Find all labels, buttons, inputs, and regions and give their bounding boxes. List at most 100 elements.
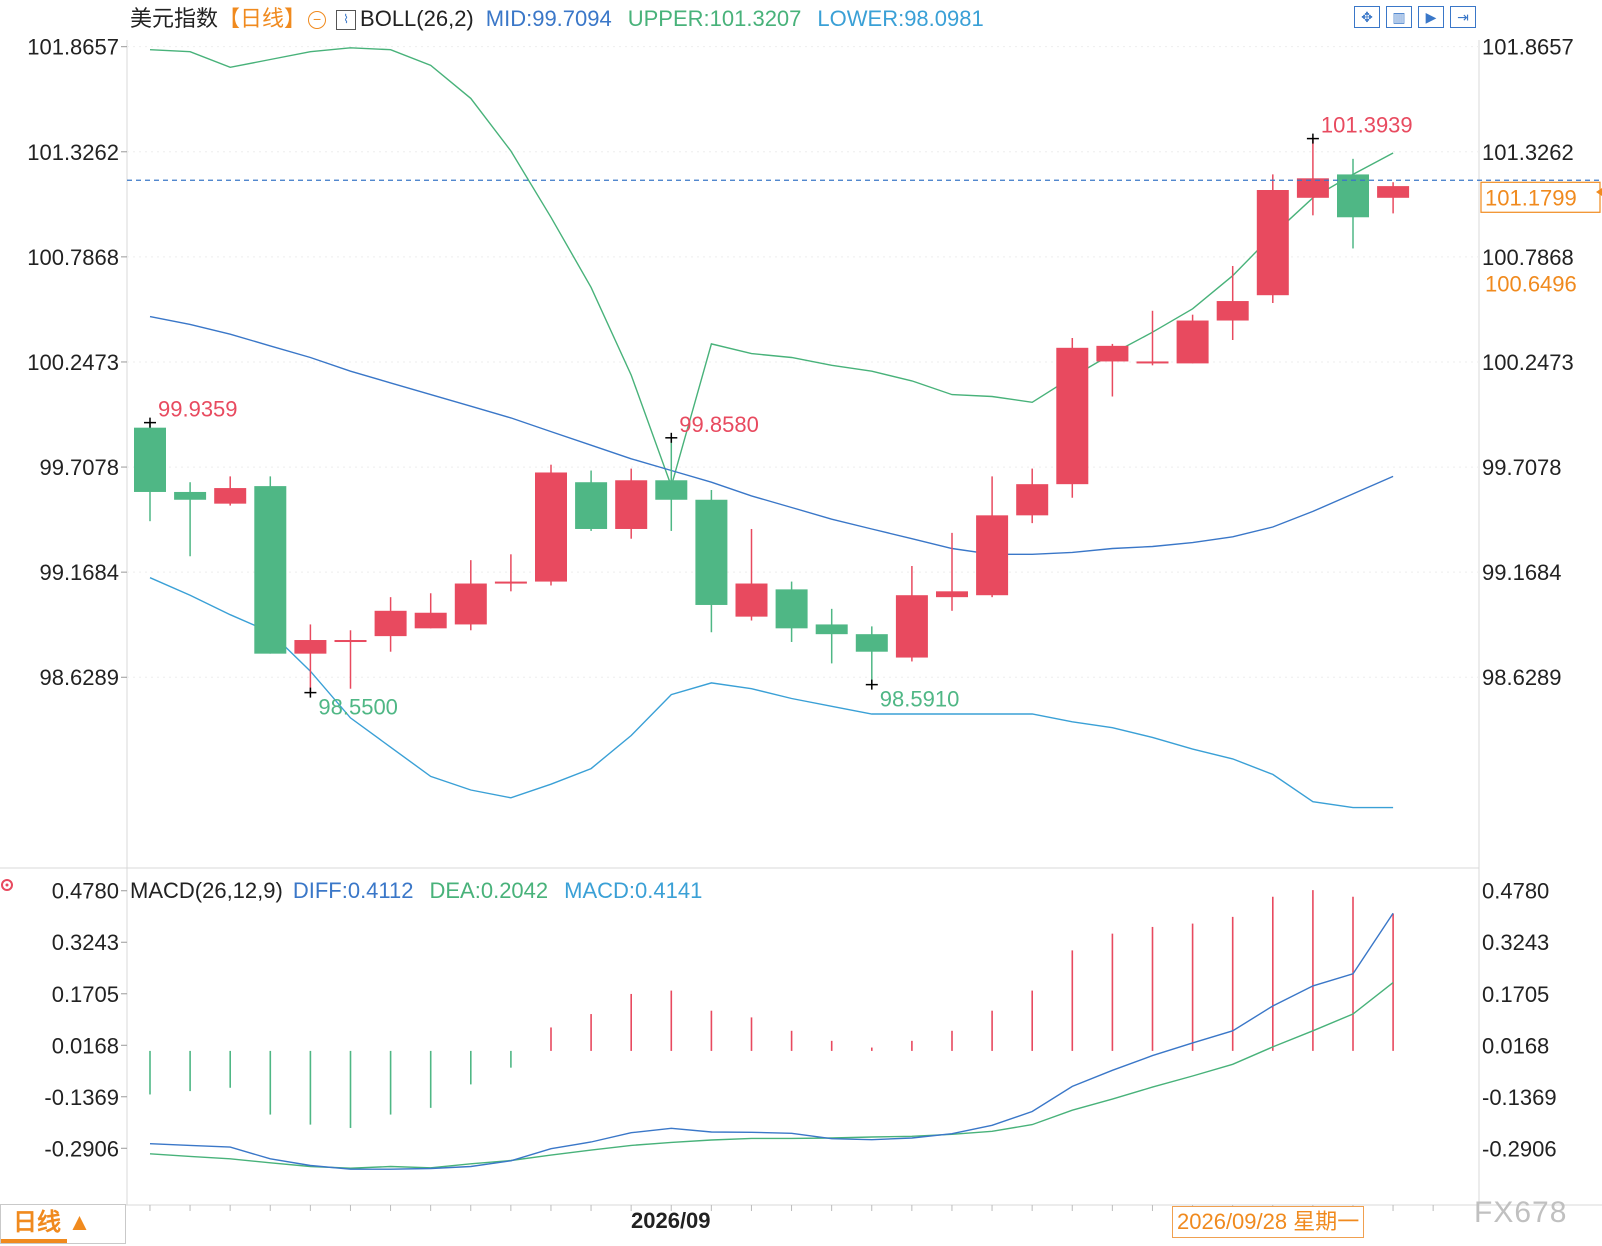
candle-body [535,472,567,582]
price-axis-label-right: 101.8657 [1482,35,1574,60]
candle-body [655,480,688,500]
high-annotation: 99.8580 [679,412,759,437]
collapse-icon[interactable]: − [308,11,327,30]
price-axis-label-left: 98.6289 [39,665,119,690]
macd-axis-label-left: -0.1369 [44,1085,119,1110]
candle-body [334,640,367,643]
candle-body [134,427,166,492]
price-arrow-icon [1596,188,1602,196]
candle-body [174,491,207,500]
price-axis-label-right: 100.2473 [1482,350,1574,375]
candle [334,630,367,689]
period-button-label: 日线 ▲ [13,1209,92,1236]
candle [214,476,247,506]
candle-body [1296,178,1329,198]
macd-dea-value: DEA:0.2042 [429,878,549,903]
price-axis-label-left: 101.8657 [27,35,119,60]
candle [815,608,848,664]
candle-body [976,515,1009,596]
macd-axis-label-left: 0.3243 [52,930,119,955]
candle-body [494,581,527,584]
price-axis-label-right: 101.3262 [1482,140,1574,165]
candle-body [695,499,728,605]
candle-body [1056,347,1089,485]
low-annotation: 98.5500 [318,695,398,720]
candle-body [1377,186,1410,198]
candle [575,470,608,531]
candle [535,464,567,586]
boll-name: BOLL(26,2) [360,6,474,31]
macd-axis-label-right: 0.4780 [1482,879,1549,904]
candle [1016,468,1049,524]
price-axis-label-left: 100.2473 [27,350,119,375]
macd-axis-label-right: 0.1705 [1482,982,1549,1007]
candle-body [815,624,848,635]
candle [254,476,287,654]
candle [976,476,1009,598]
candle [454,560,487,631]
watermark: FX678 [1474,1196,1568,1229]
candle [494,554,527,592]
candle-body [414,612,447,629]
period-tag: 【日线】 [218,6,307,31]
candle [1377,182,1410,214]
candle [655,437,688,531]
candle-body [1176,320,1209,364]
instrument-name: 美元指数 [130,6,219,31]
current-price-box [1480,181,1601,213]
candle-body [936,591,968,598]
candle [735,528,768,621]
price-panel[interactable]: 99.9359 98.5500 99.8580 98.5910 101.3939 101.… [127,47,1602,809]
period-button-underline [1,1239,67,1243]
indicator-settings-icon[interactable] [1,879,13,891]
candle [615,468,648,539]
macd-axis-label-left: 0.1705 [52,982,119,1007]
candle-body [1096,345,1129,362]
price-axis-label-right: 100.7868 [1482,245,1574,270]
macd-hist-value: MACD:0.4141 [564,878,703,903]
candle-body [454,583,487,625]
candle-body [1216,301,1249,321]
period-button[interactable]: 日线 ▲ [0,1204,126,1244]
candle [134,421,166,522]
candle [1296,139,1329,216]
candle-body [775,589,808,629]
macd-panel[interactable] [149,890,1394,1170]
macd-axis-label-left: 0.0168 [52,1033,119,1058]
candle-body [1256,190,1289,296]
crosshair-icon[interactable]: ✥ [1354,6,1380,28]
high-annotation: 101.3939 [1321,113,1413,138]
dea-line [149,982,1394,1169]
high-annotation: 99.9359 [158,397,238,422]
candle [294,624,327,693]
macd-name: MACD(26,12,9) [130,878,283,903]
candle-body [1016,484,1049,516]
current-price-label: 101.1799 [1485,185,1577,210]
macd-axis-label-left: -0.2906 [44,1136,119,1161]
candle-body [735,583,768,617]
candle [1056,338,1089,498]
candle [855,626,888,685]
candle [1136,310,1169,366]
cursor-date-label: 2026/09/28 星期一 [1172,1206,1365,1238]
bar-chart-icon[interactable]: ▥ [1386,6,1412,28]
candle [174,482,207,557]
candle [695,490,728,633]
end-icon[interactable]: ⇥ [1450,6,1476,28]
price-axis-label-left: 101.3262 [27,140,119,165]
side-marker-label: 100.6496 [1485,272,1577,297]
boll-upper-line [149,47,1394,489]
candle-body [254,486,287,654]
header-legend: 美元指数【日线】 − ⌇ BOLL(26,2) MID:99.7094 UPPER:101… [130,4,984,34]
price-axis-label-right: 98.6289 [1482,665,1562,690]
candle [1096,343,1129,397]
macd-axis-label-right: 0.3243 [1482,930,1549,955]
candle [374,597,407,652]
diff-line [149,912,1394,1170]
play-forward-icon[interactable]: ▶ [1418,6,1444,28]
boll-upper-value: UPPER:101.3207 [627,6,802,31]
macd-legend: MACD(26,12,9) DIFF:0.4112 DEA:0.2042 MACD:0… [130,876,702,906]
indicator-icon[interactable]: ⌇ [336,10,357,31]
low-annotation: 98.5910 [880,687,960,712]
candle [1256,174,1289,303]
